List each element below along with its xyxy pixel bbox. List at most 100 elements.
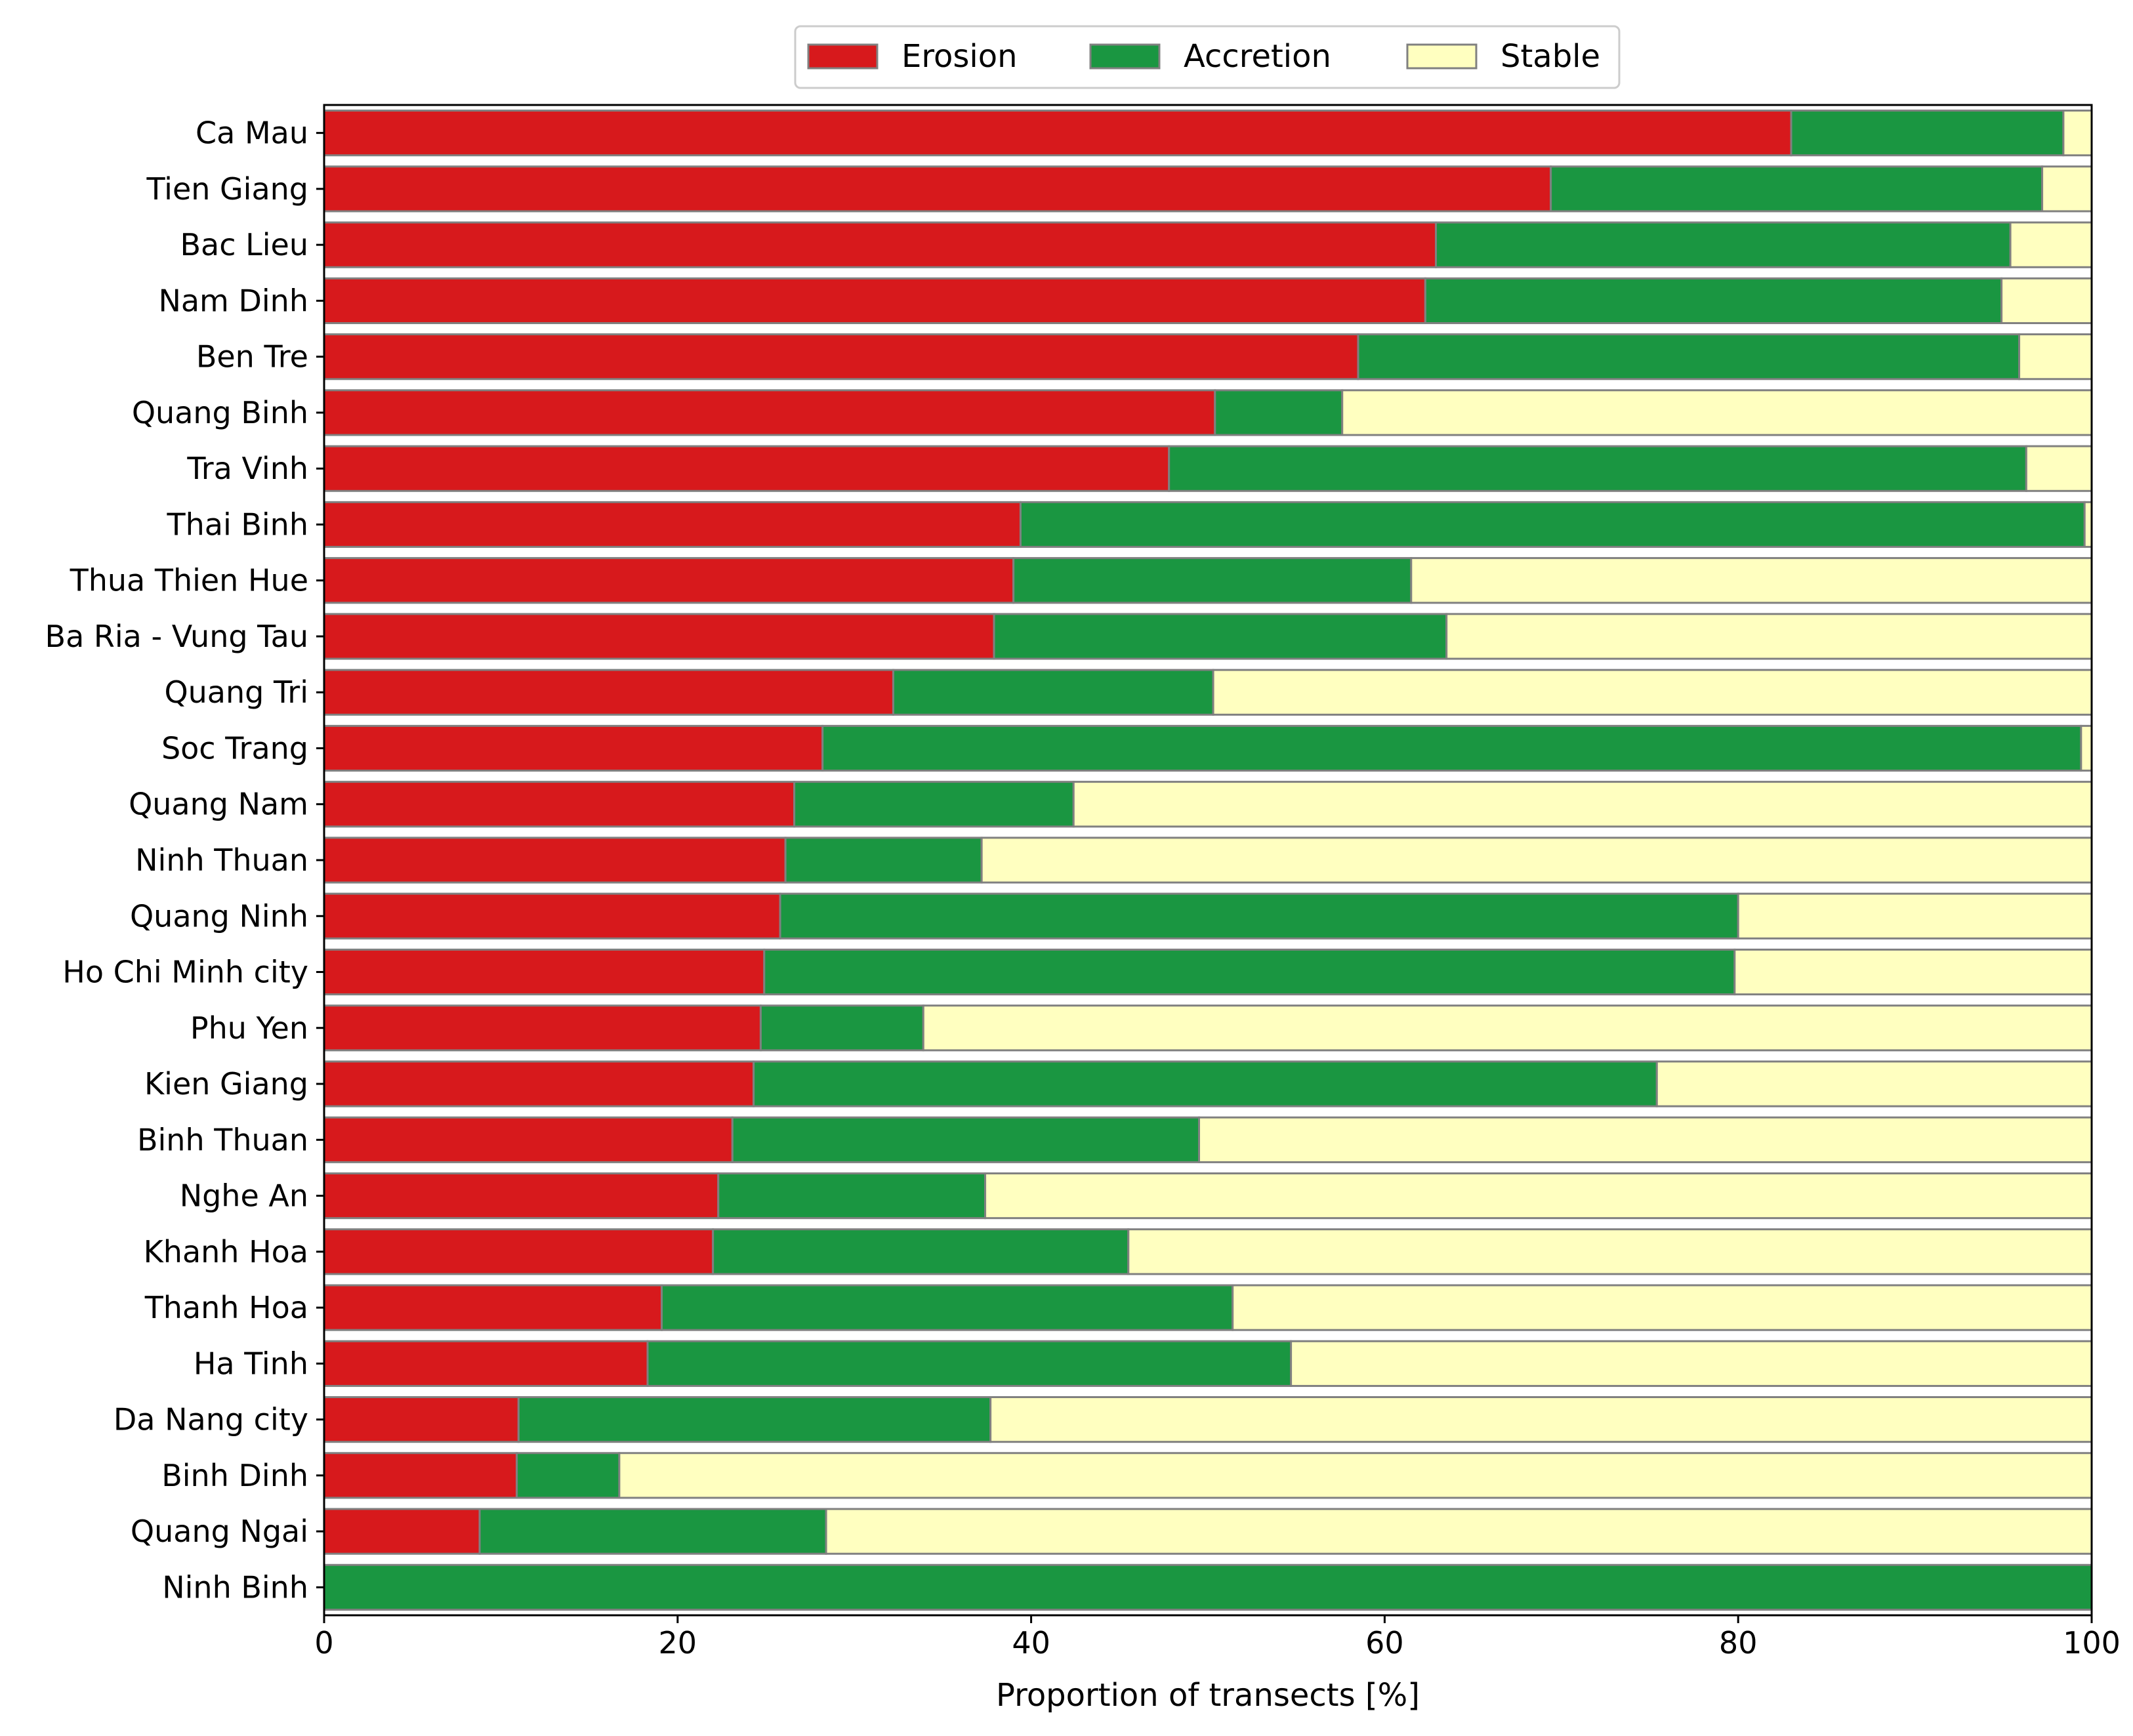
bar-stable-1	[2041, 165, 2093, 213]
bar-accretion-20	[712, 1228, 1130, 1275]
bar-stable-8	[1410, 557, 2093, 604]
bar-erosion-19	[323, 1172, 720, 1220]
bar-erosion-15	[323, 948, 766, 996]
y-tick-label: Thanh Hoa	[144, 1290, 308, 1325]
bar-accretion-10	[892, 669, 1214, 716]
bar-accretion-8	[1012, 557, 1413, 604]
bar-accretion-22	[646, 1340, 1293, 1387]
bar-accretion-26	[323, 1563, 2093, 1611]
bar-stable-5	[1341, 389, 2093, 436]
y-axis-labels: Ca Mau Tien Giang Bac Lieu Nam Dinh Ben Tre Q…	[45, 115, 324, 1605]
bar-stable-9	[1445, 613, 2093, 660]
y-tick-label: Khanh Hoa	[144, 1234, 308, 1270]
bar-stable-6	[2025, 445, 2093, 492]
bar-erosion-13	[323, 837, 787, 884]
bar-erosion-16	[323, 1004, 762, 1052]
legend-label-erosion: Erosion	[901, 38, 1018, 75]
legend-swatch-accretion	[1089, 43, 1161, 70]
y-tick-label: Ho Chi Minh city	[62, 955, 308, 990]
y-tick-label: Ninh Binh	[162, 1569, 308, 1605]
y-tick-label: Phu Yen	[190, 1010, 308, 1046]
y-tick-label: Quang Ninh	[130, 898, 308, 934]
y-tick-label: Ha Tinh	[194, 1346, 308, 1381]
bar-erosion-23	[323, 1395, 520, 1443]
bar-accretion-9	[993, 613, 1448, 660]
bar-accretion-11	[821, 724, 2082, 772]
bar-erosion-3	[323, 277, 1426, 325]
bar-stable-20	[1127, 1228, 2093, 1275]
x-tick-label: 80	[1719, 1625, 1758, 1661]
bar-erosion-17	[323, 1060, 755, 1107]
y-tick-label: Nam Dinh	[158, 283, 308, 318]
bar-erosion-0	[323, 110, 1792, 157]
bar-erosion-20	[323, 1228, 714, 1275]
legend-box	[794, 25, 1621, 89]
bar-accretion-6	[1168, 445, 2027, 492]
bar-erosion-11	[323, 724, 824, 772]
bar-stable-25	[825, 1508, 2093, 1555]
y-tick-label: Nghe An	[180, 1178, 308, 1214]
bar-stable-21	[1232, 1284, 2093, 1331]
bar-stable-23	[989, 1395, 2093, 1443]
bar-erosion-7	[323, 501, 1022, 548]
bar-stable-18	[1198, 1116, 2093, 1163]
x-axis-title: Proportion of transects [%]	[996, 1677, 1420, 1714]
y-tick-label: Quang Nam	[129, 787, 308, 822]
legend-swatch-stable	[1406, 43, 1478, 70]
bar-stable-7	[2083, 501, 2093, 548]
bar-stable-2	[2009, 221, 2093, 268]
bar-erosion-1	[323, 165, 1552, 213]
bar-accretion-12	[793, 781, 1075, 828]
y-tick-label: Ninh Thuan	[135, 842, 308, 878]
legend-swatch-erosion	[807, 43, 879, 70]
bar-erosion-5	[323, 389, 1216, 436]
legend-label-stable: Stable	[1501, 38, 1600, 75]
y-tick-label: Quang Ngai	[131, 1514, 308, 1549]
bar-accretion-14	[779, 892, 1739, 940]
y-tick-label: Ba Ria - Vung Tau	[45, 619, 308, 654]
x-tick-label: 60	[1365, 1625, 1404, 1661]
bar-erosion-9	[323, 613, 995, 660]
bar-accretion-16	[759, 1004, 924, 1052]
bar-stable-4	[2018, 333, 2093, 381]
bars-layer	[323, 110, 2093, 1611]
x-axis: 0 20 40 60 80 100	[314, 1615, 2121, 1661]
y-tick-label: Quang Tri	[164, 674, 308, 710]
y-tick-label: Ca Mau	[196, 115, 308, 151]
bar-erosion-21	[323, 1284, 663, 1331]
y-tick-label: Binh Thuan	[137, 1122, 308, 1157]
bar-erosion-6	[323, 445, 1170, 492]
bar-stable-12	[1072, 781, 2093, 828]
y-tick-label: Da Nang city	[114, 1402, 308, 1437]
bar-erosion-18	[323, 1116, 734, 1163]
bar-accretion-7	[1019, 501, 2086, 548]
bar-erosion-4	[323, 333, 1359, 381]
y-tick-label: Thua Thien Hue	[70, 563, 308, 598]
bar-accretion-0	[1790, 110, 2065, 157]
bar-stable-10	[1212, 669, 2093, 716]
y-tick-label: Quang Binh	[132, 395, 308, 430]
bar-accretion-17	[753, 1060, 1658, 1107]
bar-erosion-24	[323, 1452, 518, 1499]
bar-accretion-23	[517, 1395, 992, 1443]
legend-label-accretion: Accretion	[1184, 38, 1331, 75]
y-tick-label: Bac Lieu	[180, 227, 308, 262]
bar-erosion-10	[323, 669, 894, 716]
bar-erosion-14	[323, 892, 781, 940]
y-tick-label: Thai Binh	[167, 506, 309, 542]
y-tick-label: Binh Dinh	[161, 1458, 308, 1493]
bar-stable-15	[1733, 948, 2093, 996]
bar-stable-19	[984, 1172, 2093, 1220]
bar-stable-17	[1655, 1060, 2093, 1107]
bar-accretion-4	[1357, 333, 2021, 381]
bar-erosion-2	[323, 221, 1438, 268]
y-tick-label: Tra Vinh	[186, 451, 308, 486]
bar-accretion-21	[661, 1284, 1234, 1331]
bar-accretion-19	[717, 1172, 987, 1220]
bar-stable-24	[618, 1452, 2093, 1499]
bar-stable-11	[2080, 724, 2093, 772]
bar-stable-3	[2000, 277, 2093, 325]
y-tick-label: Ben Tre	[196, 339, 308, 375]
y-tick-label: Kien Giang	[144, 1066, 308, 1102]
